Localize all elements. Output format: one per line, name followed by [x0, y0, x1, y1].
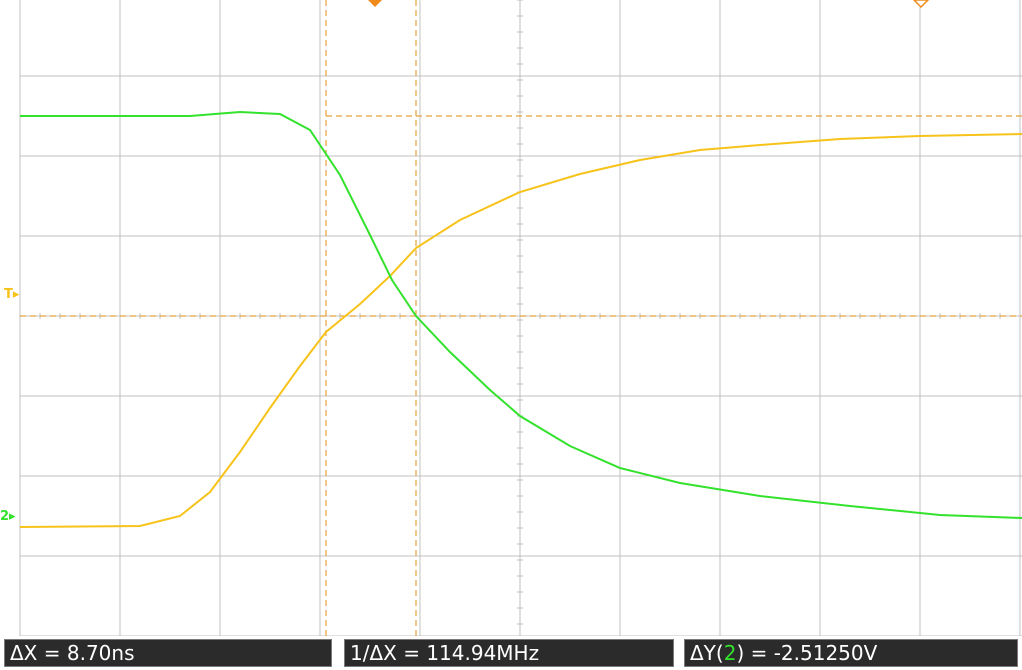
- ground-arrow-icon: ▸: [9, 509, 16, 524]
- channel-1-trace: [19, 133, 1022, 528]
- delta-y-readout: ΔY(2) = -2.51250V: [684, 639, 1018, 667]
- measurement-bar: ΔX = 8.70ns 1/ΔX = 114.94MHz ΔY(2) = -2.…: [0, 636, 1022, 670]
- cursor-markers: [368, 0, 930, 9]
- delta-y-value: ) = -2.51250V: [736, 641, 878, 665]
- scope-display: T▸ 2▸: [0, 0, 1022, 636]
- trigger-level-marker[interactable]: T▸: [4, 288, 19, 301]
- delta-x-value: ΔX = 8.70ns: [10, 641, 135, 665]
- graticule: [19, 0, 1022, 636]
- cursor-lines: [20, 0, 1022, 636]
- channel-2-ground-marker[interactable]: 2▸: [0, 510, 16, 523]
- trigger-arrow-icon: ▸: [12, 287, 20, 302]
- inverse-delta-x-readout: 1/ΔX = 114.94MHz: [344, 639, 674, 667]
- channel-2-trace: [20, 110, 1022, 519]
- delta-y-prefix: ΔY(: [690, 641, 724, 665]
- channel-2-ground-label: 2: [0, 509, 10, 524]
- waveform-area: [19, 0, 1022, 636]
- delta-y-channel: 2: [723, 641, 737, 665]
- cursor-x1-diamond-icon: [368, 0, 382, 7]
- cursor-x2-diamond-icon: [912, 0, 930, 9]
- delta-x-readout: ΔX = 8.70ns: [4, 639, 332, 667]
- inverse-delta-x-value: 1/ΔX = 114.94MHz: [350, 641, 540, 665]
- trigger-level-label: T: [4, 287, 13, 302]
